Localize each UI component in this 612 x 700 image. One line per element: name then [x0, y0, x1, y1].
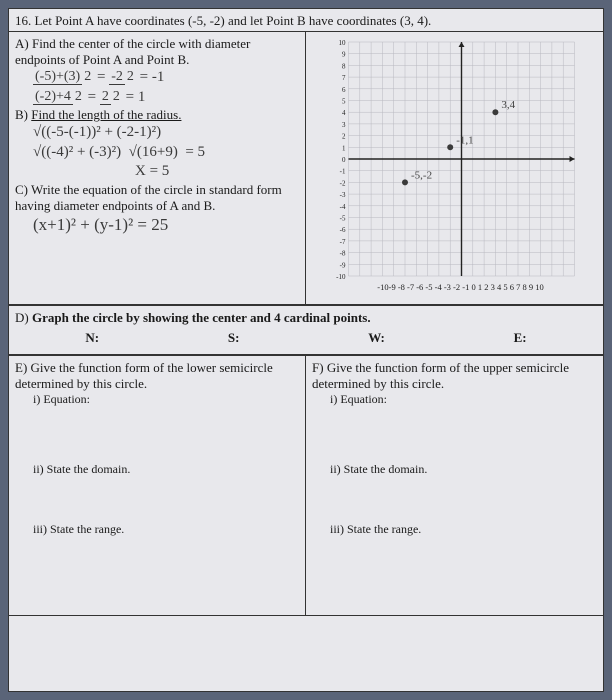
part-c: C) Write the equation of the circle in s…	[15, 182, 299, 214]
question-stem: 16. Let Point A have coordinates (-5, -2…	[9, 9, 603, 31]
svg-text:-9: -9	[340, 261, 346, 269]
part-f-label: F)	[312, 360, 324, 375]
part-e: E) Give the function form of the lower s…	[15, 360, 299, 392]
part-c-text: Write the equation of the circle in stan…	[15, 182, 282, 213]
e-iii: iii) State the range.	[15, 522, 299, 537]
svg-text:-10: -10	[336, 273, 346, 281]
part-f-cell: F) Give the function form of the upper s…	[306, 356, 603, 616]
svg-text:9: 9	[342, 51, 346, 59]
svg-text:4: 4	[342, 109, 346, 117]
svg-text:5: 5	[342, 98, 346, 106]
svg-text:7: 7	[342, 74, 346, 82]
svg-text:8: 8	[342, 62, 346, 70]
svg-text:-1,1: -1,1	[456, 134, 473, 146]
svg-text:6: 6	[342, 86, 346, 94]
svg-text:-7: -7	[340, 238, 346, 246]
f-iii: iii) State the range.	[312, 522, 597, 537]
svg-text:0: 0	[342, 156, 346, 164]
svg-text:-1: -1	[340, 168, 346, 176]
svg-text:10: 10	[339, 39, 347, 47]
work-a1: (-5)+(3)2 = -22 = -1	[15, 68, 299, 88]
part-e-cell: E) Give the function form of the lower s…	[9, 356, 306, 616]
e-i: i) Equation:	[15, 392, 299, 407]
work-a2: (-2)+42 = 22 = 1	[15, 88, 299, 108]
ef-row: E) Give the function form of the lower s…	[9, 355, 603, 616]
w-label: W:	[368, 330, 385, 346]
f-i: i) Equation:	[312, 392, 597, 407]
svg-text:1: 1	[342, 144, 346, 152]
part-b: B) Find the length of the radius.	[15, 107, 299, 123]
parts-abc-cell: A) Find the center of the circle with di…	[9, 32, 306, 305]
part-a-text: Find the center of the circle with diame…	[15, 36, 250, 67]
question-text: Let Point A have coordinates (-5, -2) an…	[35, 13, 432, 28]
part-d-cell: D) Graph the circle by showing the cente…	[9, 306, 603, 355]
s-label: S:	[228, 330, 240, 346]
svg-text:3,4: 3,4	[501, 99, 515, 111]
svg-text:-8: -8	[340, 250, 346, 258]
svg-text:-5: -5	[340, 215, 346, 223]
part-d-text: Graph the circle by showing the center a…	[32, 310, 371, 325]
part-e-text: Give the function form of the lower semi…	[15, 360, 273, 391]
part-e-label: E)	[15, 360, 27, 375]
n-label: N:	[85, 330, 99, 346]
part-f-text: Give the function form of the upper semi…	[312, 360, 569, 391]
svg-text:-5,-2: -5,-2	[411, 169, 432, 181]
part-c-label: C)	[15, 182, 28, 197]
svg-text:-3: -3	[340, 191, 346, 199]
cardinal-labels: N: S: W: E:	[15, 326, 597, 350]
coordinate-chart: 109876543210-1-2-3-4-5-6-7-8-9-10-10-9 -…	[312, 36, 597, 296]
part-a: A) Find the center of the circle with di…	[15, 36, 299, 68]
top-row: A) Find the center of the circle with di…	[9, 31, 603, 305]
part-b-text: Find the length of the radius.	[31, 107, 181, 122]
f-ii: ii) State the domain.	[312, 462, 597, 477]
part-a-label: A)	[15, 36, 29, 51]
work-b3: X = 5	[15, 162, 299, 182]
svg-text:2: 2	[342, 133, 346, 141]
part-b-label: B)	[15, 107, 28, 122]
work-b2: √((-4)² + (-3)²) √(16+9) = 5	[15, 143, 299, 163]
part-d-label: D)	[15, 310, 29, 325]
svg-text:-2: -2	[340, 179, 346, 187]
graph-cell: 109876543210-1-2-3-4-5-6-7-8-9-10-10-9 -…	[306, 32, 603, 305]
d-row: D) Graph the circle by showing the cente…	[9, 305, 603, 355]
svg-text:-4: -4	[340, 203, 346, 211]
e-label: E:	[514, 330, 527, 346]
e-ii: ii) State the domain.	[15, 462, 299, 477]
svg-text:3: 3	[342, 121, 346, 129]
work-b1: √((-5-(-1))² + (-2-1)²)	[15, 123, 299, 143]
work-c1: (x+1)² + (y-1)² = 25	[15, 214, 299, 236]
part-d: D) Graph the circle by showing the cente…	[15, 310, 597, 326]
question-number: 16.	[15, 13, 31, 28]
svg-text:-6: -6	[340, 226, 346, 234]
part-f: F) Give the function form of the upper s…	[312, 360, 597, 392]
worksheet-page: 16. Let Point A have coordinates (-5, -2…	[8, 8, 604, 692]
svg-text:-10-9 -8 -7 -6 -5 -4 -3 -2 -1: -10-9 -8 -7 -6 -5 -4 -3 -2 -1 0 1 2 3 4 …	[377, 282, 543, 292]
